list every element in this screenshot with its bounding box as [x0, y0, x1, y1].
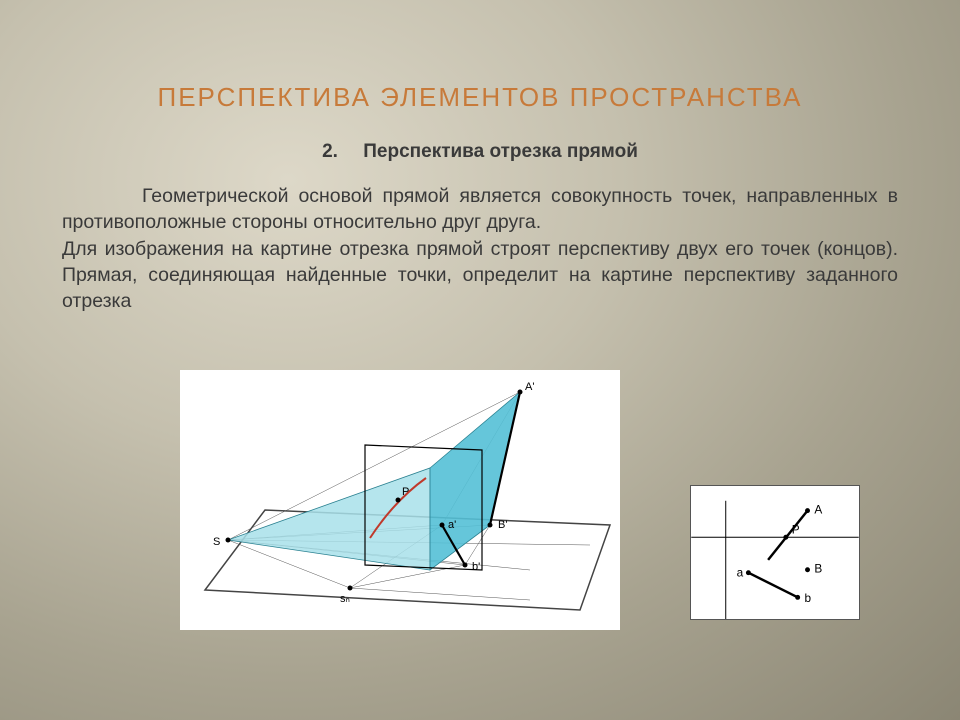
svg-text:P: P — [792, 522, 800, 536]
svg-text:a': a' — [448, 519, 456, 531]
svg-text:a: a — [737, 566, 744, 580]
svg-text:B': B' — [498, 519, 507, 531]
svg-text:A: A — [814, 503, 822, 517]
paragraph-2: Для изображения на картине отрезка прямо… — [62, 236, 898, 315]
svg-text:sₙ: sₙ — [340, 593, 350, 605]
svg-text:S: S — [213, 536, 220, 548]
page-title: ПЕРСПЕКТИВА ЭЛЕМЕНТОВ ПРОСТРАНСТВА — [0, 0, 960, 113]
diagram-container: SA'B'a'b'Psₙ APBab — [180, 370, 780, 630]
subtitle: 2. Перспектива отрезка прямой — [0, 141, 960, 163]
svg-text:P: P — [402, 486, 409, 498]
perspective-diagram-inset: AP Ba b — [690, 485, 860, 620]
svg-text:b': b' — [472, 561, 480, 573]
svg-text:b: b — [805, 591, 812, 605]
svg-text:B: B — [814, 562, 822, 576]
subtitle-text: Перспектива отрезка прямой — [363, 141, 638, 162]
subtitle-number: 2. — [322, 141, 338, 162]
svg-text:A': A' — [525, 381, 534, 393]
perspective-diagram-main: S A' B' a' b' Psₙ — [180, 370, 620, 630]
paragraph-1: Геометрической основой прямой является с… — [62, 183, 898, 236]
body-text: Геометрической основой прямой является с… — [0, 183, 960, 315]
